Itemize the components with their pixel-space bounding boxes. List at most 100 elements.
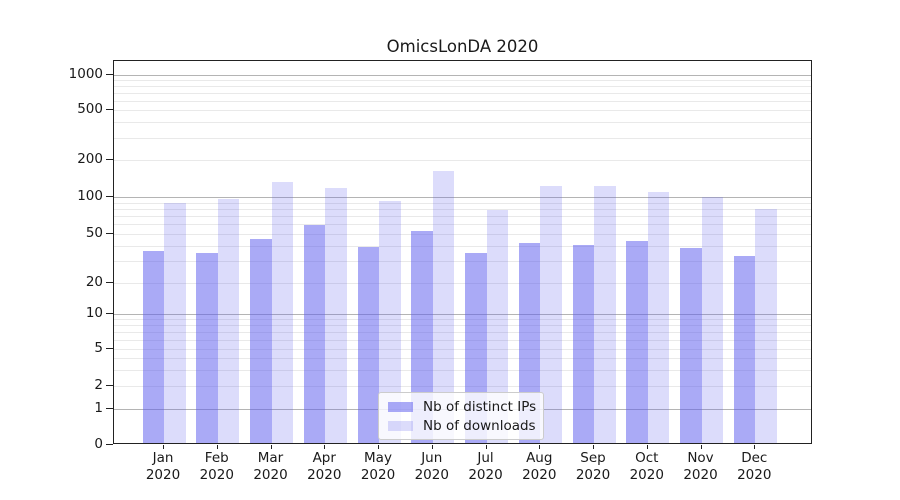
x-label-month-mar: Mar (257, 450, 284, 466)
x-label-feb: Feb 2020 (185, 450, 249, 483)
x-label-mar: Mar 2020 (239, 450, 303, 483)
legend-label-distinct-ips: Nb of distinct IPs (423, 398, 537, 415)
legend-swatch-downloads (388, 420, 413, 431)
y-tick-label-200: 200 (77, 151, 103, 167)
bar-distinct-ips-may (357, 246, 379, 443)
gridline-minor-800 (114, 86, 811, 88)
y-tick-500 (106, 109, 113, 110)
x-label-year-jul: 2020 (468, 466, 503, 483)
x-label-month-oct: Oct (635, 450, 659, 466)
plot-area (113, 60, 812, 444)
gridline-major-100 (114, 197, 811, 198)
x-tick-apr (324, 445, 326, 449)
gridline-minor-40 (114, 245, 811, 247)
y-tick-label-50: 50 (85, 225, 103, 241)
x-label-month-apr: Apr (312, 450, 336, 466)
x-tick-dec (754, 445, 756, 449)
x-label-oct: Oct 2020 (615, 450, 679, 483)
legend: Nb of distinct IPs Nb of downloads (378, 392, 544, 440)
y-tick-0 (106, 444, 113, 445)
y-tick-200 (106, 159, 113, 160)
legend-entry-downloads: Nb of downloads (388, 418, 536, 434)
x-label-year-mar: 2020 (253, 466, 288, 483)
chart-title: OmicsLonDA 2020 (386, 37, 539, 56)
x-label-year-may: 2020 (360, 466, 396, 483)
gridline-minor-2 (114, 386, 811, 387)
x-tick-jun (431, 445, 433, 449)
bar-distinct-ips-jan (142, 251, 164, 443)
x-label-year-sep: 2020 (575, 466, 611, 483)
gridline-minor-30 (114, 261, 811, 263)
gridline-minor-3 (114, 369, 811, 371)
legend-swatch-distinct-ips (388, 401, 413, 412)
x-label-month-nov: Nov (687, 450, 714, 466)
x-label-month-feb: Feb (204, 450, 229, 466)
x-label-year-nov: 2020 (683, 466, 718, 483)
x-label-month-aug: Aug (526, 450, 553, 466)
x-label-jun: Jun 2020 (400, 450, 464, 483)
bar-downloads-may (379, 200, 401, 443)
y-tick-5 (106, 348, 113, 349)
x-label-sep: Sep 2020 (561, 450, 625, 483)
gridline-minor-4 (114, 358, 811, 359)
x-label-month-jun: Jun (421, 450, 443, 466)
bar-distinct-ips-sep (572, 245, 594, 443)
gridline-minor-80 (114, 208, 811, 210)
bar-distinct-ips-oct (626, 241, 648, 443)
gridline-minor-60 (114, 224, 811, 226)
x-tick-oct (646, 445, 648, 449)
x-label-year-feb: 2020 (199, 466, 234, 483)
gridline-minor-20 (114, 283, 811, 284)
legend-entry-distinct-ips: Nb of distinct IPs (388, 398, 537, 415)
x-tick-jul (485, 445, 487, 449)
bar-downloads-feb (217, 198, 240, 443)
x-label-month-jul: Jul (477, 450, 494, 466)
gridline-minor-7 (114, 332, 811, 333)
x-tick-jan (163, 445, 164, 449)
y-tick-1 (106, 408, 113, 409)
y-tick-label-2: 2 (94, 377, 103, 393)
x-label-month-dec: Dec (741, 450, 768, 466)
x-label-year-apr: 2020 (307, 466, 342, 483)
bar-downloads-jun (432, 170, 455, 443)
y-tick-2 (106, 385, 113, 386)
bar-distinct-ips-nov (680, 248, 702, 443)
y-tick-label-1000: 1000 (68, 66, 103, 82)
bar-downloads-aug (540, 186, 562, 443)
x-label-month-may: May (364, 450, 392, 466)
gridline-minor-8 (114, 325, 811, 327)
bar-distinct-ips-apr (303, 225, 326, 443)
x-tick-sep (593, 445, 594, 449)
y-tick-label-500: 500 (77, 101, 103, 117)
bar-downloads-nov (701, 196, 723, 443)
x-label-month-jan: Jan (152, 450, 174, 466)
gridline-major-10 (114, 314, 811, 315)
x-tick-nov (700, 445, 702, 449)
gridline-major-1000 (114, 75, 811, 76)
bar-downloads-jul (486, 210, 508, 443)
y-tick-label-100: 100 (77, 188, 103, 204)
gridline-minor-200 (114, 160, 811, 161)
gridline-minor-600 (114, 100, 811, 102)
x-label-jan: Jan 2020 (131, 450, 195, 483)
x-label-year-jun: 2020 (414, 466, 449, 483)
x-label-jul: Jul 2020 (454, 450, 518, 483)
bar-downloads-jan (164, 203, 186, 443)
gridline-minor-50 (114, 234, 811, 235)
x-label-aug: Aug 2020 (507, 450, 571, 483)
bar-distinct-ips-feb (196, 252, 218, 443)
y-tick-1000 (106, 74, 113, 75)
x-tick-feb (216, 445, 218, 449)
x-label-year-dec: 2020 (737, 466, 772, 483)
y-tick-100 (106, 196, 113, 197)
y-tick-50 (106, 233, 113, 234)
gridline-minor-400 (114, 122, 811, 124)
x-label-dec: Dec 2020 (722, 450, 786, 483)
gridline-minor-700 (114, 93, 811, 94)
gridline-minor-500 (114, 110, 811, 111)
y-tick-label-1: 1 (94, 400, 103, 416)
x-label-nov: Nov 2020 (669, 450, 733, 483)
gridline-minor-300 (114, 137, 811, 139)
y-tick-label-0: 0 (94, 436, 103, 452)
bar-downloads-mar (271, 181, 293, 443)
